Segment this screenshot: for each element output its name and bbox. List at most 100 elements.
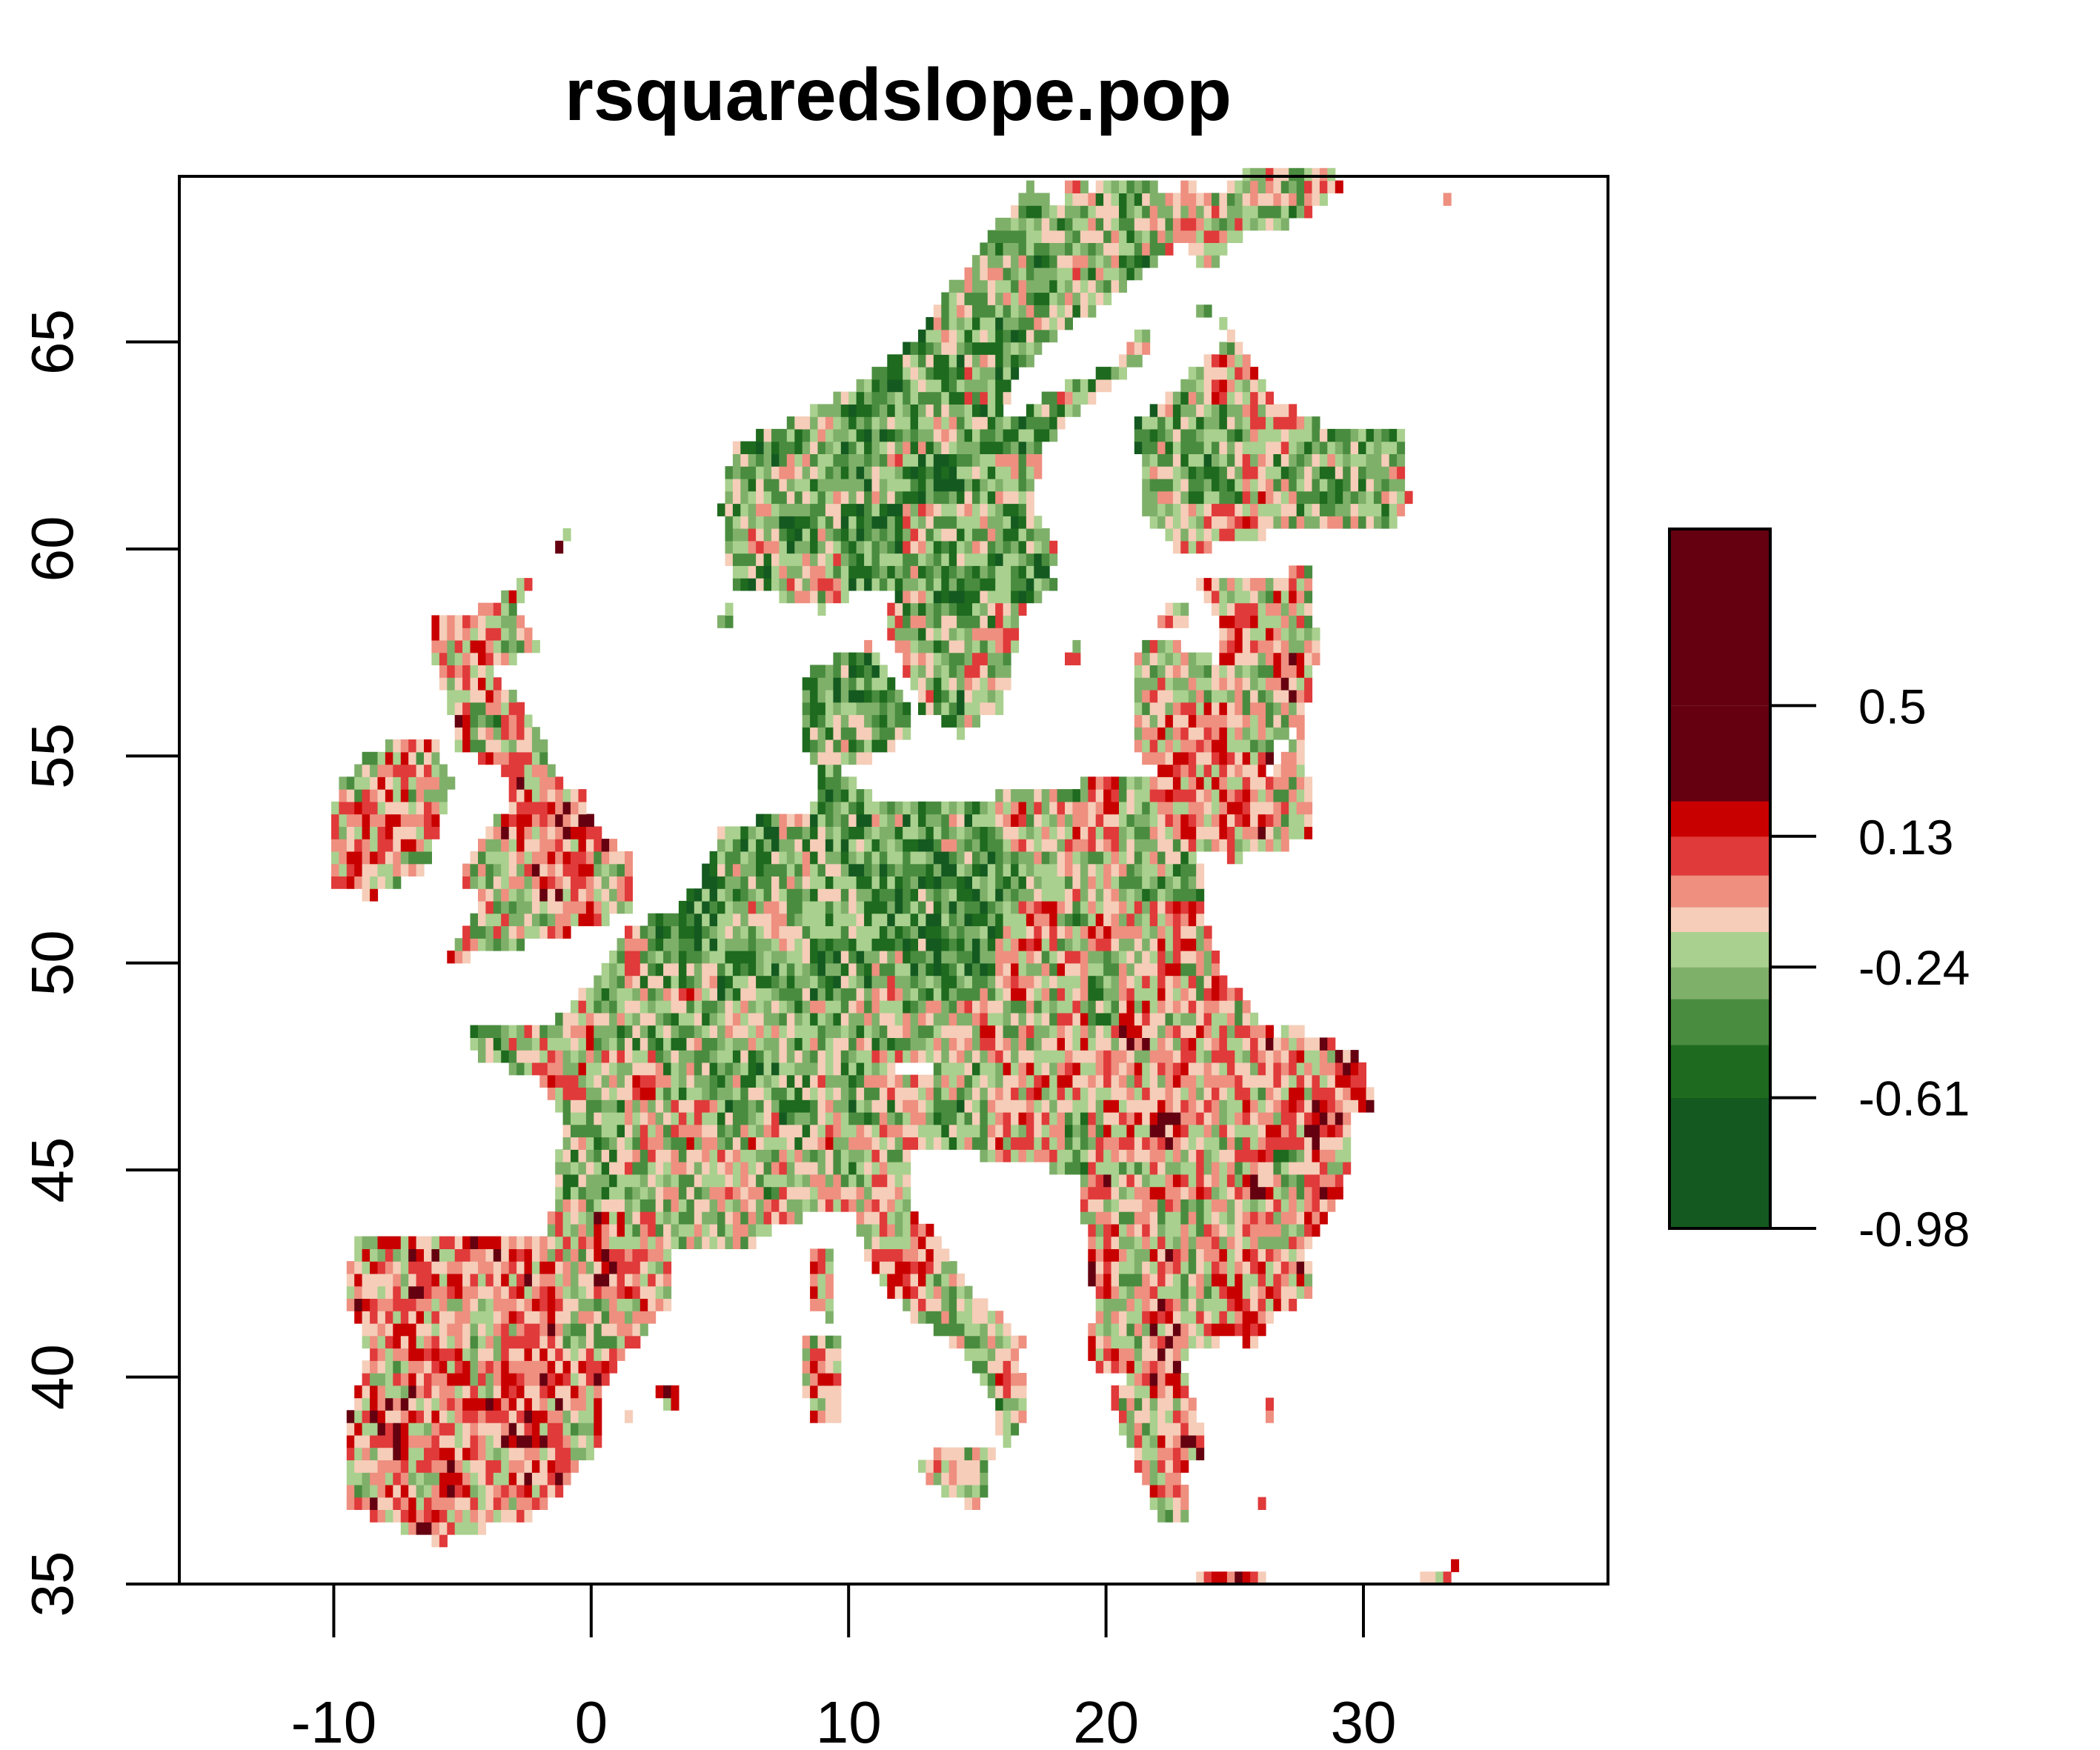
raster-cell [702, 938, 711, 951]
raster-cell [1157, 764, 1166, 777]
raster-cell [840, 975, 849, 988]
raster-cell [1034, 1087, 1043, 1100]
raster-cell [1011, 925, 1020, 939]
raster-cell [1142, 876, 1151, 889]
raster-cell [478, 913, 486, 927]
raster-cell [910, 1087, 919, 1100]
raster-cell [1180, 975, 1189, 988]
raster-cell [609, 1050, 618, 1063]
raster-cell [840, 1062, 849, 1076]
raster-cell [555, 1460, 564, 1473]
raster-cell [1319, 1087, 1328, 1100]
raster-cell [1242, 814, 1251, 827]
raster-cell [1180, 814, 1189, 827]
raster-cell [864, 888, 873, 902]
raster-cell [1273, 1050, 1282, 1063]
raster-cell [848, 1000, 857, 1014]
raster-cell [1188, 938, 1197, 951]
raster-cell [856, 789, 865, 802]
raster-cell [748, 1037, 757, 1051]
raster-cell [1072, 962, 1081, 977]
raster-cell [531, 913, 540, 927]
raster-cell [763, 814, 772, 827]
raster-cell [833, 863, 842, 876]
raster-cell [756, 1162, 765, 1175]
raster-cell [957, 1472, 966, 1485]
raster-cell [571, 1012, 579, 1026]
raster-cell [485, 1460, 494, 1473]
raster-cell [856, 814, 865, 827]
raster-cell [578, 1087, 587, 1100]
raster-cell [786, 876, 795, 889]
raster-cell [400, 851, 409, 865]
raster-cell [1296, 739, 1305, 753]
raster-cell [948, 1012, 957, 1026]
raster-cell [555, 1434, 564, 1448]
raster-cell [848, 1111, 857, 1125]
raster-cell [1080, 839, 1089, 852]
raster-cell [478, 1460, 486, 1473]
raster-cell [1057, 988, 1066, 1001]
raster-cell [771, 925, 780, 939]
raster-cell [1095, 1099, 1104, 1113]
raster-cell [416, 801, 425, 815]
raster-cell [648, 1174, 657, 1188]
raster-cell [732, 1199, 741, 1212]
raster-cell [1273, 839, 1282, 852]
raster-cell [1203, 814, 1212, 827]
raster-cell [1219, 1149, 1228, 1162]
raster-cell [539, 863, 548, 876]
raster-cell [903, 1285, 911, 1299]
raster-cell [864, 851, 873, 865]
raster-cell [1157, 1074, 1166, 1088]
raster-cell [732, 988, 741, 1001]
raster-cell [625, 1137, 633, 1150]
raster-cell [416, 851, 425, 865]
raster-cell [1157, 962, 1166, 977]
raster-cell [1095, 1223, 1104, 1237]
raster-cell [1203, 925, 1212, 939]
raster-cell [1273, 1149, 1282, 1162]
raster-cell [948, 1062, 957, 1076]
raster-cell [1312, 1087, 1320, 1100]
raster-cell [1226, 1000, 1235, 1014]
raster-cell [1126, 1012, 1135, 1026]
raster-cell [702, 1236, 711, 1249]
raster-cell [501, 714, 510, 728]
raster-cell [617, 1074, 625, 1088]
raster-cell [732, 839, 741, 852]
raster-cell [926, 938, 934, 951]
raster-cell [1257, 1087, 1266, 1100]
raster-cell [702, 988, 711, 1001]
raster-cell [856, 839, 865, 852]
raster-cell [1065, 826, 1073, 839]
raster-cell [1157, 1000, 1166, 1014]
raster-cell [1142, 975, 1151, 988]
raster-cell [601, 1199, 610, 1212]
raster-cell [1072, 1111, 1081, 1125]
raster-cell [840, 1199, 849, 1212]
raster-cell [1165, 1111, 1174, 1125]
raster-cell [771, 1062, 780, 1076]
raster-cell [594, 1162, 602, 1175]
raster-cell [585, 1012, 594, 1026]
raster-cell [1172, 962, 1181, 977]
raster-cell [431, 1261, 440, 1274]
raster-cell [663, 951, 672, 964]
raster-cell [354, 863, 363, 876]
raster-cell [794, 1025, 803, 1038]
raster-cell [1257, 1323, 1266, 1337]
raster-cell [840, 1124, 849, 1138]
raster-cell [547, 1211, 556, 1225]
raster-cell [748, 962, 757, 977]
raster-cell [1296, 1037, 1305, 1051]
raster-cell [686, 1025, 695, 1038]
raster-cell [756, 1074, 765, 1088]
raster-cell [547, 1261, 556, 1274]
raster-cell [709, 876, 718, 889]
raster-cell [802, 962, 811, 977]
raster-cell [585, 1211, 594, 1225]
raster-cell [377, 1423, 386, 1436]
raster-cell [1266, 1099, 1274, 1113]
raster-cell [1188, 1186, 1197, 1200]
